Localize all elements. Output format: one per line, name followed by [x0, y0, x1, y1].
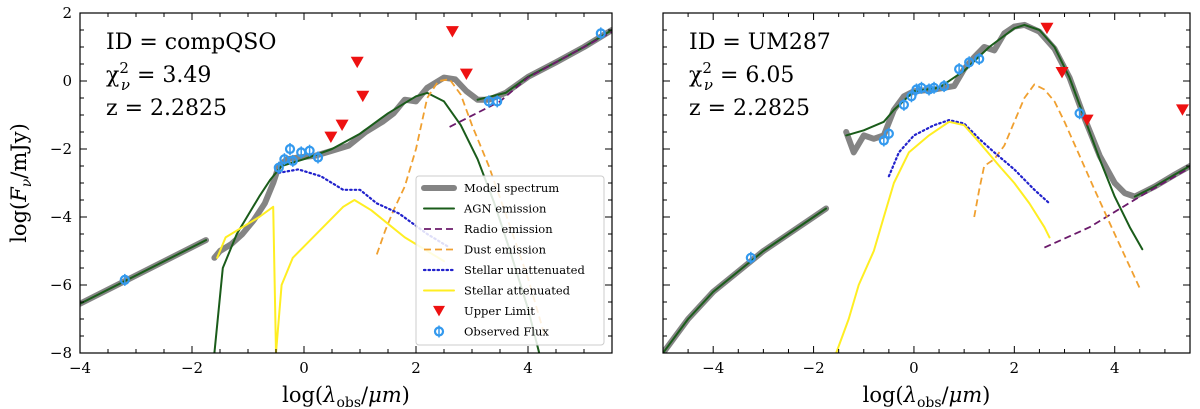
legend-label: Observed Flux: [464, 325, 549, 339]
panel-um287: −4 −2 0 2 4 log(λobs/μm) ID = UM287 χ2 ν = 6.05z…: [662, 12, 1191, 409]
annotation-2: z = 2.2825: [689, 96, 810, 121]
observed-flux-point: [745, 252, 756, 263]
x-tick-label: 2: [411, 359, 421, 377]
observed-flux-point: [273, 162, 284, 173]
legend-item: Upper Limit: [433, 304, 535, 318]
legend-item: Observed Flux: [433, 325, 549, 339]
annotation-1: χ2 ν = 3.49: [106, 59, 211, 94]
legend-label: Radio emission: [464, 222, 553, 236]
observed-flux-point: [1074, 108, 1085, 119]
legend-label: AGN emission: [463, 202, 547, 216]
legend-label: Model spectrum: [464, 181, 559, 195]
legend-label: Stellar attenuated: [464, 284, 571, 298]
observed-flux-point: [595, 28, 606, 39]
upper-limit-point: [356, 90, 370, 103]
legend-triangle-icon: [433, 305, 445, 317]
legend-label: Upper Limit: [464, 304, 535, 318]
observed-flux-point: [964, 57, 975, 68]
x-axis-label: log(λobs/μm): [282, 383, 410, 409]
y-tick-label: −6: [50, 276, 72, 294]
series-agn-emission-seg-2: [1133, 165, 1190, 198]
series-radio-emission-seg-0: [449, 30, 612, 128]
observed-flux-point: [906, 91, 917, 102]
observed-flux-point: [492, 96, 503, 107]
series-stellar-attenuated-seg-0: [216, 199, 445, 353]
x-tick-label: 0: [299, 359, 309, 377]
legend-box: [415, 175, 605, 346]
legend-circle-icon: [433, 326, 445, 337]
series-agn-emission-seg-0: [663, 207, 828, 353]
annotation-1: χ2 ν = 6.05: [689, 59, 794, 94]
y-tick-label: 2: [62, 4, 72, 22]
annotation-0: ID = UM287: [689, 30, 831, 55]
series-agn-emission-seg-1: [845, 23, 1144, 251]
observed-flux-point: [928, 82, 940, 93]
upper-limit-point: [445, 26, 459, 38]
y-tick-label: 0: [62, 72, 72, 90]
annotation-0: ID = compQSO: [106, 30, 276, 55]
series-agn-emission-seg-0: [80, 239, 207, 305]
x-tick-label: 2: [1010, 359, 1020, 377]
upper-limit-point: [1080, 114, 1094, 126]
observed-flux-point: [883, 128, 894, 139]
legend-item: Dust emission: [424, 243, 547, 257]
y-tick-label: −4: [50, 208, 72, 226]
observed-flux-point: [954, 63, 965, 75]
series-dust-emission-seg-0: [973, 83, 1141, 289]
legend-label: Dust emission: [464, 243, 547, 257]
upper-limit-point: [1055, 66, 1069, 79]
legend: Model spectrum AGN emission Radio emission…: [415, 175, 605, 346]
observed-flux-point: [911, 84, 922, 95]
legend-item: Stellar attenuated: [423, 284, 571, 298]
upper-limit-point: [324, 131, 338, 143]
upper-limit-point: [1040, 22, 1054, 35]
x-tick-label: 0: [909, 359, 919, 377]
observed-flux-point: [284, 143, 296, 155]
x-tick-label: −2: [181, 359, 203, 377]
x-tick-label: 4: [1110, 359, 1120, 377]
observed-flux-point: [119, 274, 130, 285]
series-stellar-attenuated-seg-0: [835, 120, 1051, 353]
y-tick-label: −2: [50, 140, 72, 158]
upper-limit-point: [1175, 104, 1189, 116]
series-stellar-unattenuated-seg-0: [887, 119, 1051, 205]
legend-item: Stellar unattenuated: [422, 263, 585, 277]
observed-flux-point: [974, 53, 985, 65]
upper-limit-point: [459, 68, 473, 81]
series-model-spectrum-seg-1: [843, 21, 1190, 200]
series-stellar-unattenuated-seg-0: [277, 168, 451, 249]
series-agn-emission-seg-2: [476, 29, 612, 101]
legend-item: Model spectrum: [421, 181, 559, 195]
x-axis-label: log(λobs/μm): [863, 383, 991, 409]
observed-flux-point: [304, 145, 315, 156]
observed-flux-point: [938, 80, 950, 92]
x-tick-label: −4: [702, 359, 724, 377]
observed-flux-point: [923, 84, 935, 95]
y-tick-label: −8: [50, 344, 72, 362]
plot-area: [663, 21, 1190, 353]
upper-limit-point: [350, 56, 364, 69]
series-model-spectrum-seg-0: [663, 205, 830, 353]
observed-flux-point: [878, 135, 889, 146]
observed-flux-point: [898, 99, 910, 110]
ticks: [79, 12, 613, 354]
x-tick-label: −2: [803, 359, 825, 377]
annotation-2: z = 2.2825: [106, 96, 227, 121]
observed-flux-point: [287, 155, 298, 166]
y-axis-label: log(Fν/mJy): [7, 123, 35, 243]
legend-item: AGN emission: [423, 202, 547, 216]
x-tick-label: 4: [523, 359, 533, 377]
ticks: [662, 12, 1191, 354]
x-tick-label: −4: [69, 359, 91, 377]
legend-label: Stellar unattenuated: [464, 263, 585, 277]
legend-item: Radio emission: [424, 222, 553, 236]
observed-flux-point: [312, 152, 324, 163]
plot-area: [80, 26, 612, 353]
upper-limit-point: [335, 119, 349, 132]
series-radio-emission-seg-0: [1044, 166, 1190, 249]
panel-compqso: −4 −2 0 2 4 −8 −6 −4 −2 0 2 log(Fν/mJy) log(λobs/μm)…: [7, 4, 613, 409]
